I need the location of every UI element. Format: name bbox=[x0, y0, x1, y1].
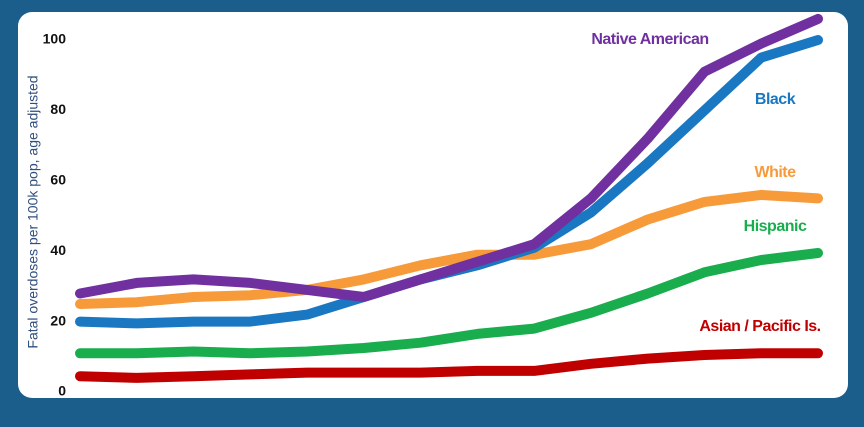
series-label: Native American bbox=[591, 31, 708, 48]
series-line bbox=[75, 248, 823, 359]
series-label: Black bbox=[755, 91, 796, 108]
y-tick-label: 100 bbox=[43, 31, 67, 47]
series-line bbox=[75, 348, 823, 383]
series-line bbox=[75, 13, 823, 302]
series-label: Hispanic bbox=[744, 218, 807, 235]
y-tick-label: 80 bbox=[50, 101, 66, 117]
y-tick-label: 20 bbox=[50, 312, 66, 328]
series-label: White bbox=[754, 164, 796, 181]
y-tick-label: 60 bbox=[50, 172, 66, 188]
plot-panel bbox=[18, 12, 848, 398]
y-tick-label: 40 bbox=[50, 242, 66, 258]
series-line bbox=[75, 189, 823, 309]
y-axis-label: Fatal overdoses per 100k pop, age adjust… bbox=[25, 75, 41, 348]
series-label: Asian / Pacific Is. bbox=[699, 318, 820, 335]
y-tick-label: 0 bbox=[58, 383, 66, 399]
